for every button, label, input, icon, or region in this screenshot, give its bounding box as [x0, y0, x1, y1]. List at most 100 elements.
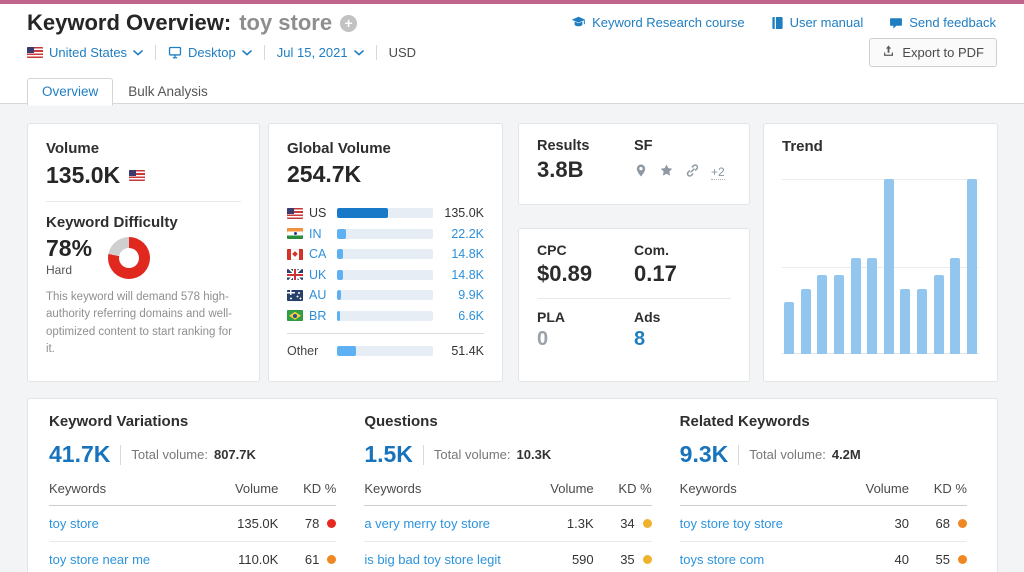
trend-bar [817, 275, 828, 354]
keyword-table: Questions 1.5K Total volume: 10.3K Keywords V… [364, 413, 652, 572]
ads-label: Ads [634, 309, 661, 325]
volume-bar [337, 208, 433, 219]
trend-bar [850, 257, 861, 354]
volume-bar [337, 249, 433, 260]
country-code[interactable]: CA [309, 247, 327, 262]
global-volume-row: BR 6.6K [287, 306, 484, 327]
monitor-icon [168, 46, 182, 59]
country-volume: 135.0K [444, 206, 484, 221]
keyword-kd: 55 [909, 552, 967, 567]
country-code[interactable]: UK [309, 267, 327, 282]
export-to-pdf-button[interactable]: Export to PDF [869, 38, 997, 67]
serp-features-label: SF [634, 138, 653, 154]
keyword-link[interactable]: toys store com [679, 552, 765, 567]
table-header: Keywords Volume KD % [49, 468, 337, 506]
table-stats: 41.7K Total volume: 807.7K [49, 441, 336, 468]
kd-level: Hard [46, 263, 73, 277]
header-link[interactable]: User manual [771, 15, 863, 30]
country-code: Other [287, 344, 319, 359]
header-link[interactable]: Keyword Research course [571, 15, 745, 30]
device-filter[interactable]: Desktop [168, 45, 252, 60]
star-icon[interactable] [659, 163, 674, 183]
trend-bar [933, 275, 944, 354]
keyword-link[interactable]: toy store near me [49, 552, 151, 567]
table-count[interactable]: 41.7K [49, 441, 111, 467]
total-volume-label: Total volume: [433, 447, 511, 462]
keyword-volume: 1.3K [566, 516, 594, 531]
flag-uk-icon [287, 269, 303, 281]
volume-bar [337, 310, 433, 321]
trend-bar [833, 275, 844, 354]
volume-bar [337, 269, 433, 280]
add-keyword-icon[interactable]: + [340, 14, 358, 32]
global-volume-label: Global Volume [287, 140, 391, 157]
country-code[interactable]: BR [309, 308, 327, 323]
country-code: US [309, 206, 327, 221]
date-filter[interactable]: Jul 15, 2021 [277, 45, 364, 60]
chevron-down-icon [133, 49, 143, 56]
keyword-kd: 68 [909, 516, 967, 531]
table-count[interactable]: 1.5K [364, 441, 413, 467]
country-filter[interactable]: United States [27, 45, 143, 60]
tab-overview[interactable]: Overview [27, 78, 114, 106]
tab-bulk-analysis[interactable]: Bulk Analysis [128, 84, 208, 99]
location-pin-icon[interactable] [634, 163, 648, 183]
volume-bar [337, 228, 433, 239]
country-volume[interactable]: 9.9K [458, 288, 484, 303]
country-volume[interactable]: 14.8K [451, 247, 484, 262]
competition-label: Com. [634, 242, 669, 258]
keyword-tables-card: Keyword Variations 41.7K Total volume: 807.… [27, 398, 998, 572]
table-stats: 1.5K Total volume: 10.3K [364, 441, 651, 468]
tabs: Overview Bulk Analysis [27, 78, 223, 106]
flag-us-icon [129, 170, 146, 181]
keyword-table: Related Keywords 9.3K Total volume: 4.2M Key… [679, 413, 967, 572]
flag-au-icon [287, 289, 303, 301]
top-accent-bar [0, 0, 1024, 4]
keyword-volume: 30 [894, 516, 909, 531]
ads-value[interactable]: 8 [634, 328, 646, 350]
link-icon[interactable] [685, 163, 700, 183]
total-volume-value: 807.7K [213, 447, 256, 462]
kd-dot-icon [642, 519, 652, 528]
country-volume[interactable]: 6.6K [458, 308, 484, 323]
table-header: Keywords Volume KD % [679, 468, 967, 506]
global-volume-row: Other 51.4K [287, 341, 484, 362]
keyword-link[interactable]: is big bad toy store legit [364, 552, 501, 567]
volume-card: Volume 135.0K Keyword Difficulty 78% Har… [27, 123, 260, 382]
keyword-link[interactable]: a very merry toy store [364, 516, 491, 531]
cpc-card: CPC $0.89 Com. 0.17 PLA 0 Ads 8 [518, 228, 750, 382]
keyword-kd: 78 [278, 516, 337, 531]
keyword-volume: 135.0K [237, 516, 279, 531]
table-count[interactable]: 9.3K [679, 441, 729, 467]
global-volume-row: IN 22.2K [287, 224, 484, 245]
trend-label: Trend [782, 138, 823, 155]
global-volume-row: AU 9.9K [287, 285, 484, 306]
kd-dot-icon [327, 555, 337, 564]
country-code[interactable]: IN [309, 226, 322, 241]
book-icon [771, 16, 784, 30]
country-code[interactable]: AU [309, 288, 327, 303]
keyword-link[interactable]: toy store [49, 516, 99, 531]
global-volume-rows: US 135.0K IN 22.2K CA 14.8K UK 14.8K AU 9.9K BR 6.6… [287, 203, 484, 362]
global-volume-value: 254.7K [287, 161, 362, 187]
country-volume[interactable]: 14.8K [451, 267, 484, 282]
header-link[interactable]: Send feedback [889, 15, 996, 30]
country-volume[interactable]: 22.2K [451, 226, 484, 241]
results-label: Results [537, 138, 590, 154]
chevron-down-icon [241, 49, 252, 56]
filter-bar: United States Desktop Jul 15, 2021 USD [27, 45, 416, 60]
kd-dot-icon [957, 555, 967, 564]
trend-bar [900, 289, 911, 354]
keyword-link[interactable]: toy store toy store [679, 516, 783, 531]
speech-bubble-icon [889, 16, 903, 30]
keyword-kd: 35 [594, 552, 652, 567]
pla-value: 0 [537, 328, 549, 350]
global-volume-row: CA 14.8K [287, 244, 484, 265]
flag-br-icon [287, 310, 303, 322]
flag-in-icon [287, 228, 303, 240]
trend-bars [784, 179, 977, 354]
page-title: Keyword Overview: [27, 10, 232, 35]
sf-more-link[interactable]: +2 [711, 164, 725, 181]
kd-dot-icon [642, 555, 652, 564]
